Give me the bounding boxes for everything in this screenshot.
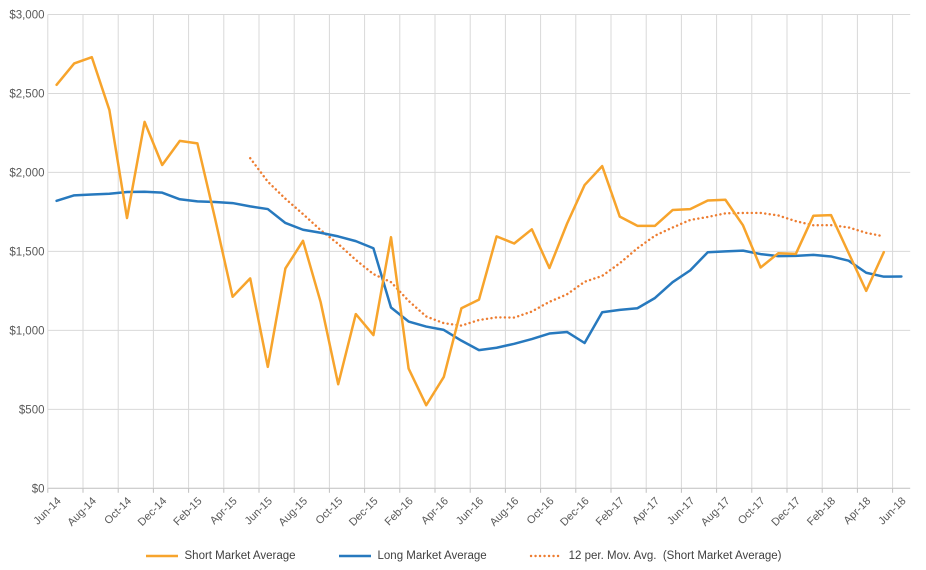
legend-swatch-solid-orange-icon <box>145 554 178 558</box>
y-axis-tick-label: $3,000 <box>9 10 44 22</box>
moving-average-series-line <box>248 156 885 327</box>
legend-item-long-market-average[interactable]: Long Market Average <box>338 550 487 562</box>
y-axis-tick-label: $2,000 <box>9 167 44 179</box>
legend-item-moving-average[interactable]: 12 per. Mov. Avg. (Short Market Average) <box>529 550 782 562</box>
x-axis-tick-label: Apr-15 <box>208 495 240 527</box>
chart-legend: Short Market Average Long Market Average… <box>0 550 926 562</box>
x-axis-tick-label: Feb-17 <box>594 495 627 528</box>
x-axis-tick-label: Oct-14 <box>102 495 134 527</box>
long-market-average-series-line <box>55 190 903 352</box>
legend-label: 12 per. Mov. Avg. (Short Market Average) <box>568 550 782 562</box>
x-axis-tick-label: Feb-15 <box>171 495 204 528</box>
y-axis-tick-label: $2,500 <box>9 88 44 100</box>
x-axis-tick-label: Oct-15 <box>313 495 345 527</box>
x-axis-tick-label: Feb-16 <box>383 495 416 528</box>
x-axis-tick-label: Apr-18 <box>841 495 873 527</box>
short-market-average-series-line <box>55 55 886 407</box>
x-axis-tick-label: Aug-14 <box>65 495 99 529</box>
legend-swatch-solid-blue-icon <box>338 554 371 558</box>
x-axis-tick-label: Apr-17 <box>630 495 662 527</box>
x-axis-tick-label: Aug-15 <box>277 495 311 529</box>
x-axis-tick-label: Feb-18 <box>805 495 838 528</box>
x-axis-tick-label: Oct-16 <box>525 495 557 527</box>
x-axis-tick-label: Jun-16 <box>454 495 486 527</box>
x-axis-tick-label: Jun-18 <box>876 495 908 527</box>
x-axis-tick-label: Dec-16 <box>558 495 592 529</box>
x-axis-tick-label: Aug-16 <box>488 495 522 529</box>
x-axis-tick-label: Dec-17 <box>769 495 803 529</box>
legend-swatch-dotted-orange-icon <box>529 554 563 558</box>
legend-item-short-market-average[interactable]: Short Market Average <box>145 550 296 562</box>
x-axis-tick-label: Oct-17 <box>736 495 768 527</box>
y-axis-tick-label: $500 <box>19 404 45 416</box>
y-axis-tick-label: $1,500 <box>9 246 44 258</box>
x-axis-tick-label: Jun-14 <box>31 495 63 527</box>
y-axis-tick-label: $1,000 <box>9 325 44 337</box>
x-axis-tick-label: Jun-17 <box>665 495 697 527</box>
legend-label: Long Market Average <box>377 550 487 562</box>
y-axis-tick-label: $0 <box>32 483 45 495</box>
x-axis-tick-label: Dec-15 <box>347 495 381 529</box>
x-axis-tick-label: Apr-16 <box>419 495 451 527</box>
legend-label: Short Market Average <box>184 550 296 562</box>
x-axis-tick-label: Dec-14 <box>136 495 170 529</box>
x-axis-tick-label: Aug-17 <box>699 495 733 529</box>
line-chart-plot-area: $0 $500 $1,000 $1,500 $2,000 $2,500 $3,000 Jun-… <box>9 10 911 529</box>
x-axis-tick-label: Jun-15 <box>243 495 275 527</box>
